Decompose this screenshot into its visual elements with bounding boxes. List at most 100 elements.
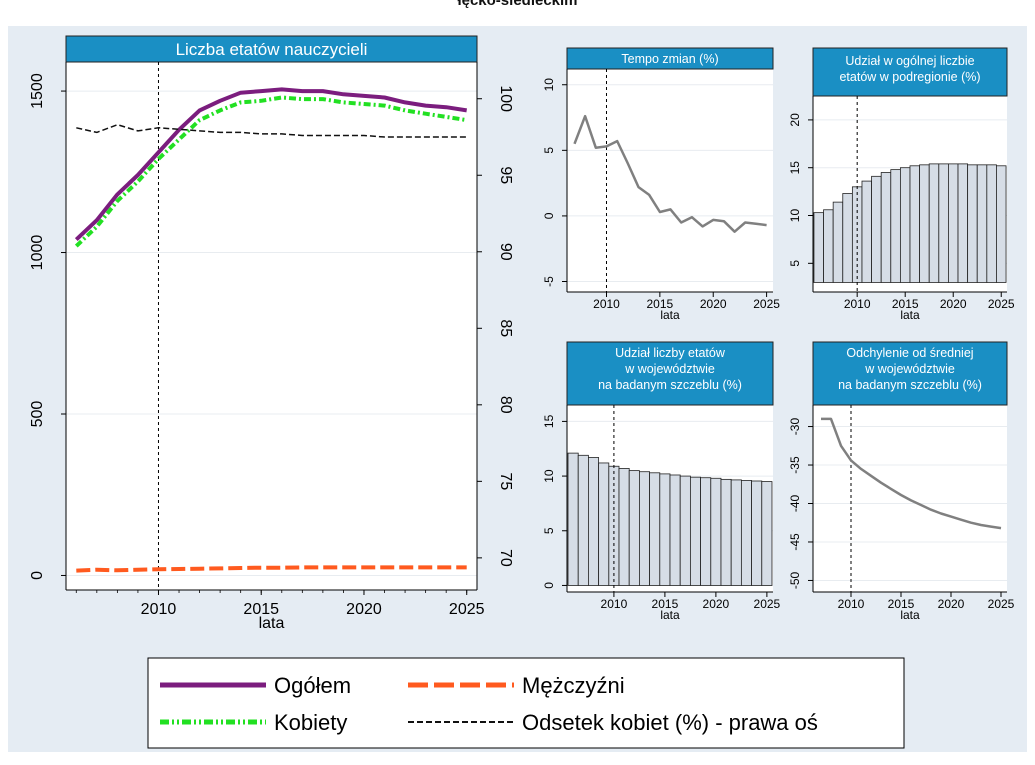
bar xyxy=(567,452,579,586)
x-tick-label: 2025 xyxy=(988,297,1015,311)
legend-label-1: Mężczyźni xyxy=(522,673,625,698)
y-tick-label: -40 xyxy=(788,495,802,513)
bar xyxy=(669,474,681,586)
chart-title: Udział w ogólnej liczbie etatów w podregi… xyxy=(839,54,980,84)
chart-title-line: w województwie xyxy=(624,362,715,376)
y-tick-label: -5 xyxy=(542,276,556,287)
bar xyxy=(919,164,930,283)
chart-panel-1: Tempo zmian (%) -5 0 5 10 2010 2015 2020 2025 lat… xyxy=(542,47,780,322)
y-tick-label: 0 xyxy=(542,582,556,589)
x-tick-label: 2015 xyxy=(892,297,919,311)
y2-tick-label: 100 xyxy=(497,85,514,112)
bar xyxy=(740,480,752,586)
x-tick-label: 2020 xyxy=(940,297,967,311)
x-tick-label: 2015 xyxy=(647,297,674,311)
y-tick-label: 15 xyxy=(788,161,802,175)
bar xyxy=(639,471,651,586)
y-tick-label: -45 xyxy=(788,533,802,551)
y-tick-label: 15 xyxy=(542,414,556,428)
x-tick-label: 2020 xyxy=(700,297,727,311)
series-line xyxy=(573,114,767,233)
y2-tick-label: 75 xyxy=(497,472,514,490)
series-line-2 xyxy=(76,565,467,573)
title-box xyxy=(812,47,1008,97)
bar xyxy=(976,164,988,283)
x-tick-label: 2020 xyxy=(938,597,965,611)
title-box xyxy=(812,341,1008,406)
bar xyxy=(720,478,732,586)
y-tick-label: 1500 xyxy=(29,73,46,109)
y2-tick-label: 80 xyxy=(497,396,514,414)
series-line-0 xyxy=(74,87,468,242)
bar xyxy=(823,209,834,283)
bar xyxy=(761,481,773,586)
bar xyxy=(880,172,892,283)
y-tick-label: 5 xyxy=(542,527,556,534)
plot-area xyxy=(66,62,477,590)
chart-title: Udział liczby etatów w województwie na bad… xyxy=(598,346,742,392)
chart-title-line: Tempo zmian (%) xyxy=(621,52,718,66)
x-tick-label: 2020 xyxy=(346,601,382,618)
title-box xyxy=(65,35,478,63)
y-tick-label: 0 xyxy=(542,212,556,219)
legend-label-0: Ogółem xyxy=(274,673,351,698)
x-tick-label: 2025 xyxy=(754,597,781,611)
y-tick-label: 20 xyxy=(788,113,802,127)
series-line-3 xyxy=(76,123,467,138)
x-tick-label: 2025 xyxy=(449,601,485,618)
bar xyxy=(861,180,872,283)
y2-tick-label: 95 xyxy=(497,166,514,184)
chart-title-line: Udział w ogólnej liczbie xyxy=(845,54,974,68)
x-axis-title: lata xyxy=(660,308,680,322)
bar xyxy=(813,212,824,283)
bar xyxy=(957,163,969,283)
bar xyxy=(689,476,701,586)
x-tick-label: 2015 xyxy=(652,597,679,611)
y-tick-label: -35 xyxy=(788,456,802,474)
legend-label-3: Odsetek kobiet (%) - prawa oś xyxy=(522,710,818,735)
bar xyxy=(871,175,882,283)
y-tick-label: -50 xyxy=(788,571,802,589)
y-tick-label: 500 xyxy=(29,401,46,428)
bar xyxy=(996,165,1007,283)
x-tick-label: 2015 xyxy=(243,601,279,618)
chart-title-line: Odchylenie od średniej xyxy=(846,346,973,360)
x-tick-label: 2010 xyxy=(593,297,620,311)
bar xyxy=(751,480,763,586)
chart-title: Odchylenie od średniej w województwie na b… xyxy=(838,346,982,392)
bar xyxy=(577,454,589,586)
bar xyxy=(649,472,661,586)
bar xyxy=(890,169,901,283)
x-axis-title: lata xyxy=(259,615,285,632)
x-axis-title: lata xyxy=(660,608,680,622)
bar xyxy=(909,165,921,283)
bar xyxy=(598,462,610,586)
bar xyxy=(938,163,949,283)
chart-title-line: na badanym szczeblu (%) xyxy=(598,378,742,392)
x-tick-label: 2010 xyxy=(838,597,865,611)
bar xyxy=(618,468,630,586)
chart-title-line: Liczba etatów nauczycieli xyxy=(176,40,368,59)
legend-box xyxy=(147,657,905,749)
x-axis-title: lata xyxy=(900,308,920,322)
bar xyxy=(948,163,959,283)
x-tick-label: 2015 xyxy=(888,597,915,611)
bar xyxy=(928,163,940,283)
x-tick-label: 2020 xyxy=(703,597,730,611)
bar xyxy=(700,477,712,586)
title-box xyxy=(566,47,774,70)
chart-panel-4: Odchylenie od średniej w województwie na b… xyxy=(788,341,1015,622)
bar xyxy=(967,164,978,283)
y-tick-label: 10 xyxy=(788,209,802,223)
bar xyxy=(679,475,691,586)
bar xyxy=(842,193,853,283)
y-tick-label: 5 xyxy=(788,260,802,267)
title-box xyxy=(566,341,774,406)
chart-panel-2: Udział w ogólnej liczbie etatów w podregi… xyxy=(788,47,1015,322)
chart-panel-3: Udział liczby etatów w województwie na bad… xyxy=(542,341,781,622)
y-tick-label: 5 xyxy=(542,147,556,154)
x-tick-label: 2010 xyxy=(141,601,177,618)
chart-title-line: na badanym szczeblu (%) xyxy=(838,378,982,392)
bar xyxy=(659,473,671,586)
